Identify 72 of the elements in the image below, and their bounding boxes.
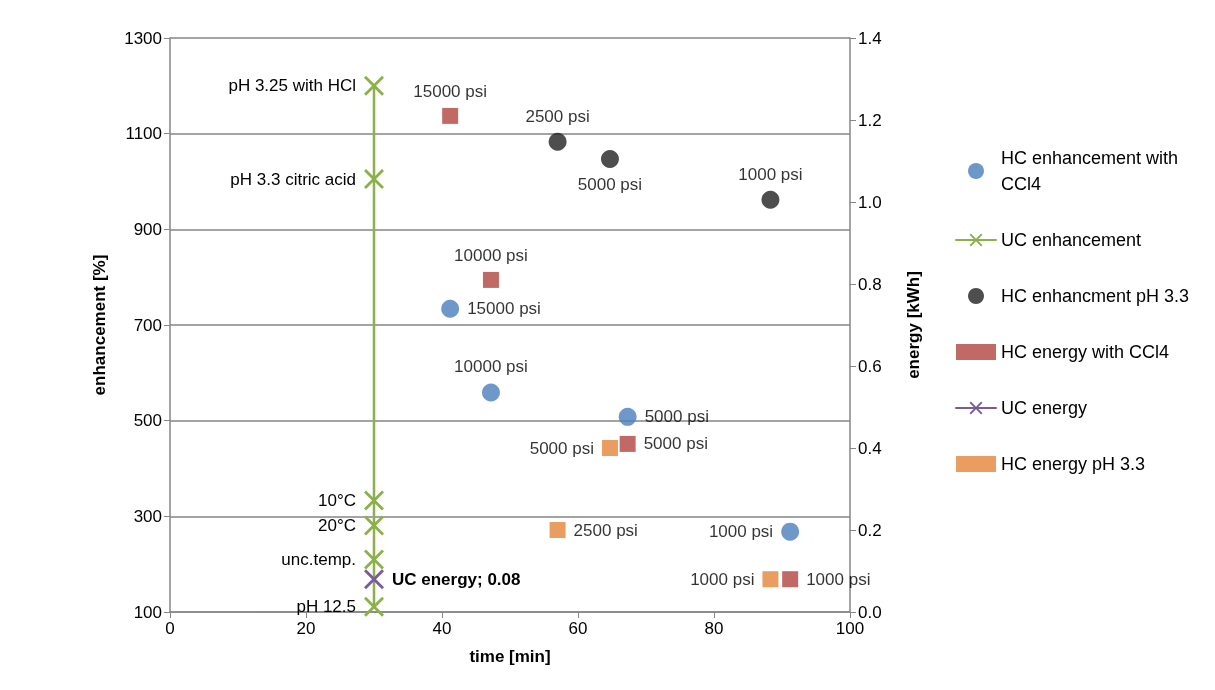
annotation: 1000 psi	[806, 569, 871, 589]
annotation: 1000 psi	[738, 164, 803, 184]
annotation: pH 3.25 with HCl	[228, 76, 356, 96]
annotation: unc.temp.	[281, 549, 356, 569]
y-tick-label: 100	[133, 602, 162, 622]
point	[762, 571, 779, 588]
point	[364, 549, 384, 570]
x-tick-label: 40	[432, 619, 452, 638]
y2-tick-label: 0.8	[858, 274, 882, 294]
annotation: 2500 psi	[573, 520, 638, 540]
annotation: 15000 psi	[467, 299, 541, 319]
point	[548, 132, 567, 151]
y2-tick-label: 1.4	[858, 28, 882, 48]
y2-tick-label: 0.6	[858, 356, 882, 376]
annotation: 1000 psi	[690, 569, 755, 589]
y-tick-label: 1300	[124, 28, 162, 48]
point	[441, 299, 460, 318]
point	[782, 571, 799, 588]
legend-label: HC enhancement with CCl4	[1001, 148, 1184, 194]
x-tick-label: 100	[835, 619, 865, 638]
y2-tick-label: 1.0	[858, 192, 882, 212]
point	[481, 383, 500, 402]
y-tick-label: 500	[133, 411, 162, 431]
annotation: 15000 psi	[413, 81, 488, 101]
point	[364, 169, 384, 190]
y-tick-label: 700	[133, 315, 162, 335]
annotation: pH 12.5	[296, 597, 356, 617]
annotation: 1000 psi	[708, 522, 774, 542]
y-tick-label: 300	[133, 506, 162, 526]
y2-tick-label: 0.4	[858, 438, 882, 458]
y-tick-label: 1100	[125, 124, 162, 144]
point	[619, 435, 636, 452]
point	[781, 522, 800, 541]
annotation: 10000 psi	[454, 245, 528, 265]
annotation: 10°C	[318, 491, 356, 511]
point	[364, 75, 384, 96]
y2-axis-title: energy [kWh]	[904, 271, 923, 379]
x-axis-title: time [min]	[469, 647, 551, 666]
legend-label: HC energy pH 3.3	[1001, 454, 1146, 474]
annotation: 5000 psi	[577, 175, 643, 195]
x-tick-label: 0	[165, 619, 175, 638]
annotation: 5000 psi	[644, 407, 709, 427]
x-tick-label: 80	[704, 619, 724, 638]
point	[601, 440, 618, 456]
annotation: 2500 psi	[525, 106, 590, 126]
point	[364, 515, 384, 536]
annotation: pH 3.3 citric acid	[230, 169, 356, 189]
annotation: 20°C	[318, 515, 356, 535]
annotation: 5000 psi	[643, 434, 708, 454]
y-tick-label: 900	[133, 219, 162, 239]
annotation: UC energy; 0.08	[392, 569, 521, 589]
point	[600, 150, 619, 169]
point	[364, 569, 384, 590]
point	[482, 271, 499, 288]
legend-label: UC energy	[1001, 398, 1088, 418]
y-axis-title: enhancement [%]	[90, 254, 109, 396]
legend-label: HC enhancment pH 3.3	[1001, 286, 1190, 306]
legend-label: HC energy with CCl4	[1001, 342, 1170, 362]
annotation: 5000 psi	[529, 438, 594, 458]
y2-tick-label: 1.2	[858, 110, 882, 130]
point	[618, 407, 637, 426]
y2-tick-label: 0.2	[858, 520, 882, 540]
point	[549, 522, 566, 538]
point	[364, 490, 384, 511]
legend-label: UC enhancement	[1001, 230, 1142, 250]
point	[364, 596, 384, 617]
annotation: 10000 psi	[454, 357, 528, 377]
x-tick-label: 20	[296, 619, 316, 638]
point	[761, 190, 780, 209]
point	[442, 107, 459, 124]
y2-tick-label: 0.0	[858, 602, 882, 622]
x-tick-label: 60	[568, 619, 588, 638]
